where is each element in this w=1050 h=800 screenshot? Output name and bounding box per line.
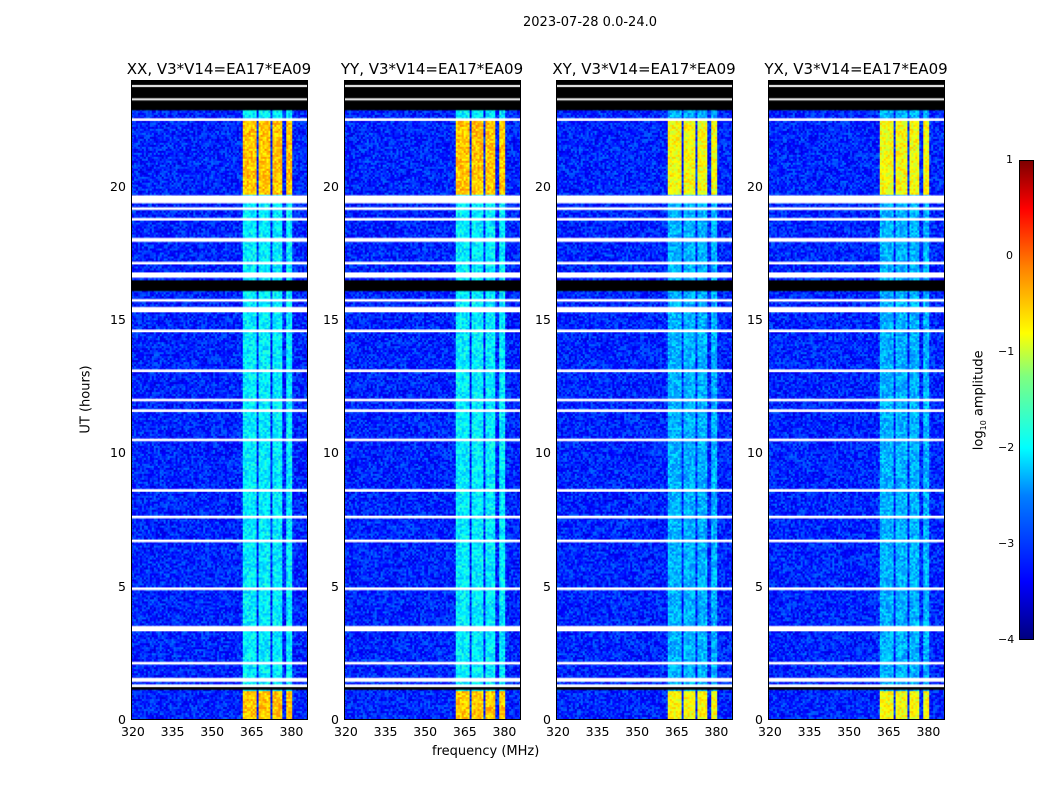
x-tick-label: 335 [373,724,398,739]
x-tick-label: 365 [876,724,901,739]
y-tick-label: 0 [755,712,763,727]
colorbar-tick-label: −3 [998,537,1015,550]
figure-title: 2023-07-28 0.0-24.0 [523,15,657,30]
colorbar-tick-label: −2 [998,441,1015,454]
colorbar-tick-label: −4 [998,633,1015,646]
heatmap-canvas [132,81,307,719]
x-tick-label: 380 [279,724,304,739]
y-tick-label: 20 [535,178,551,194]
x-tick-label: 350 [200,724,225,739]
spectrogram-panel [344,80,521,720]
colorbar [1019,160,1034,640]
y-axis-label: UT (hours) [78,365,94,434]
heatmap-canvas [345,81,520,719]
y-tick-label: 20 [747,178,763,194]
panel-title: YY, V3*V14=EA17*EA09 [340,60,524,78]
x-tick-label: 365 [452,724,477,739]
x-tick-label: 335 [585,724,610,739]
x-tick-label: 350 [837,724,862,739]
spectrogram-panel [768,80,945,720]
x-tick-label: 380 [916,724,941,739]
y-tick-label: 15 [323,312,339,327]
x-tick-label: 335 [797,724,822,739]
x-tick-label: 365 [664,724,689,739]
x-tick-label: 335 [160,724,185,739]
colorbar-tick-label: 0 [1006,249,1013,262]
y-tick-label: 10 [535,445,551,461]
y-tick-label: 10 [747,445,763,461]
x-tick-label: 320 [121,724,145,739]
y-tick-label: 0 [118,712,126,727]
x-tick-label: 380 [492,724,517,739]
panel-title: XY, V3*V14=EA17*EA09 [552,60,736,78]
y-tick-label: 5 [543,578,551,594]
x-tick-label: 320 [758,724,782,739]
y-tick-label: 0 [331,712,339,727]
spectrogram-panel [556,80,733,720]
y-tick-label: 15 [747,312,763,327]
y-tick-label: 0 [543,712,551,727]
y-tick-label: 15 [535,312,551,327]
x-tick-label: 365 [239,724,264,739]
y-tick-label: 5 [331,578,339,594]
colorbar-tick-label: −1 [998,345,1015,358]
y-tick-label: 20 [323,178,339,194]
y-tick-label: 10 [323,445,339,461]
x-tick-label: 350 [625,724,650,739]
colorbar-tick-label: 1 [1006,153,1013,166]
x-tick-label: 350 [413,724,438,739]
x-tick-label: 320 [334,724,358,739]
panel-title: YX, V3*V14=EA17*EA09 [764,60,948,78]
y-tick-label: 5 [118,578,126,594]
x-axis-label: frequency (MHz) [432,744,540,759]
colorbar-label: log10 amplitude [971,350,989,451]
y-tick-label: 20 [110,178,126,194]
heatmap-canvas [769,81,944,719]
y-tick-label: 5 [755,578,763,594]
x-tick-label: 320 [546,724,570,739]
y-tick-label: 10 [110,445,126,461]
spectrogram-panel [131,80,308,720]
heatmap-canvas [557,81,732,719]
panel-title: XX, V3*V14=EA17*EA09 [126,60,312,78]
x-tick-label: 380 [704,724,729,739]
y-tick-label: 15 [110,312,126,327]
